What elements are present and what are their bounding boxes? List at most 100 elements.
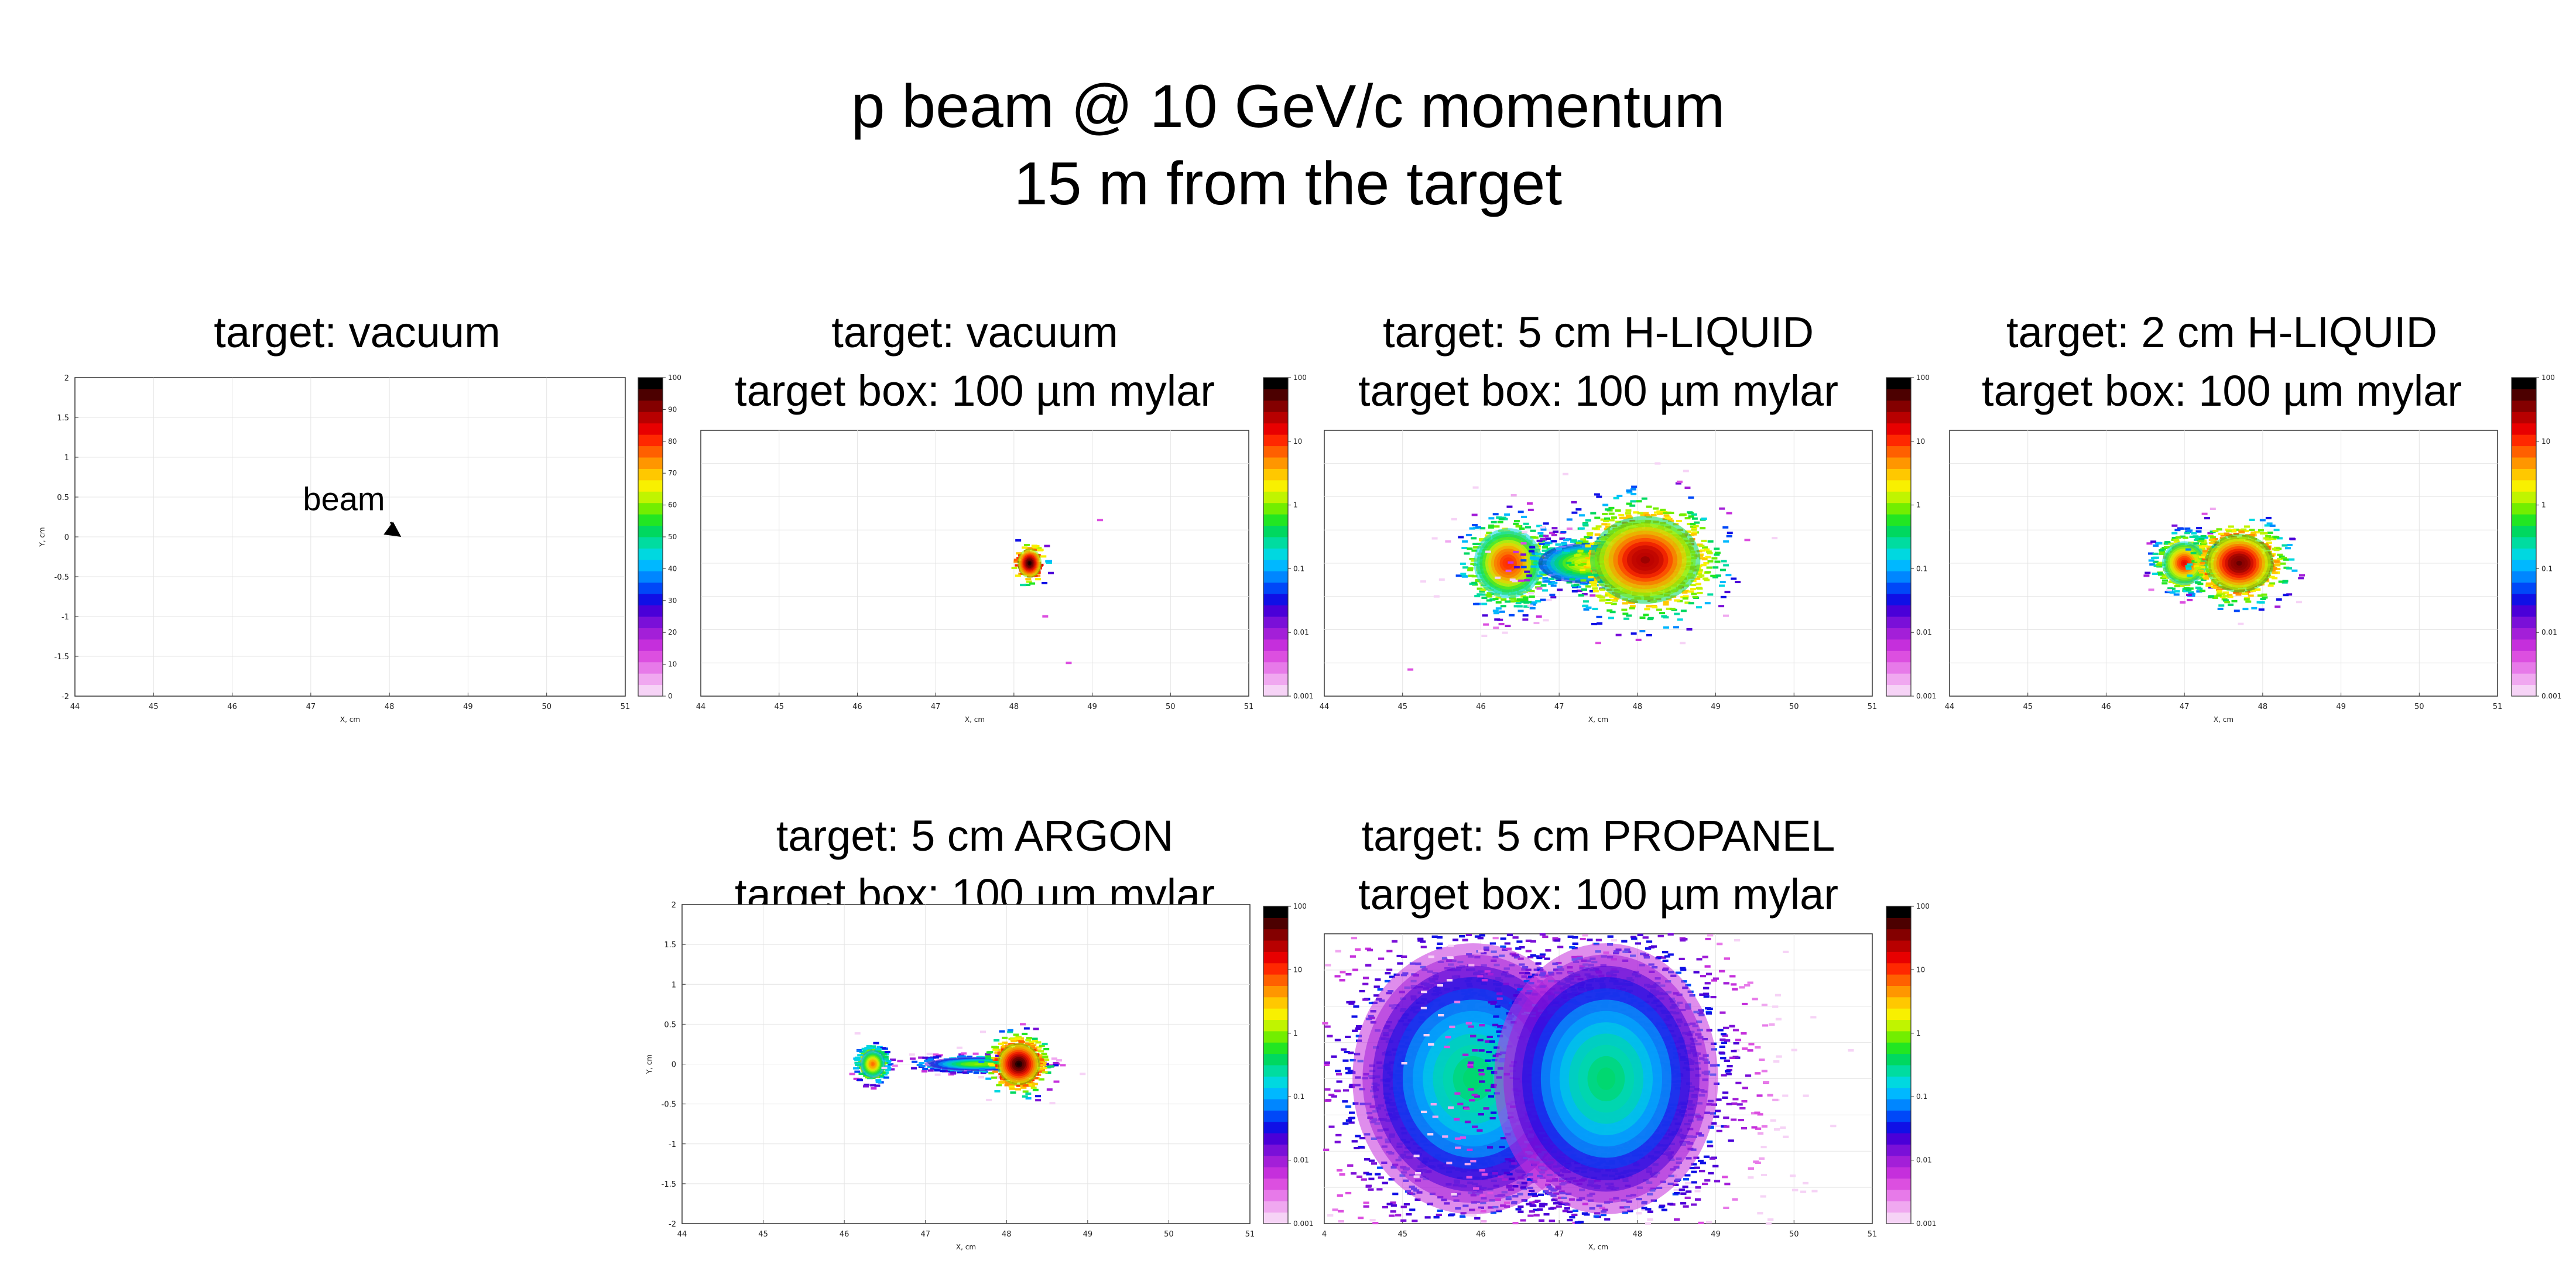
- colorbar-segment: [1886, 378, 1911, 389]
- heatmap-cell: [1520, 559, 1527, 562]
- colorbar-segment: [1263, 650, 1288, 663]
- x-tick-label: 47: [920, 1230, 930, 1239]
- heatmap-cell: [1562, 551, 1568, 554]
- heatmap-cell: [1080, 1073, 1086, 1076]
- colorbar-segment: [638, 559, 663, 571]
- heatmap-cell: [1674, 612, 1680, 615]
- heatmap-cell: [2183, 587, 2190, 590]
- heatmap-cell: [1646, 633, 1652, 636]
- heatmap-cell: [2208, 538, 2215, 541]
- heatmap-cell: [1546, 598, 1552, 601]
- colorbar-segment: [2512, 400, 2536, 412]
- heatmap-cell: [2156, 563, 2163, 566]
- heatmap-cell: [2195, 566, 2201, 569]
- heatmap-cell: [870, 1045, 876, 1048]
- heatmap-cell: [1615, 509, 1621, 512]
- heatmap-cell: [1697, 587, 1703, 590]
- colorbar-segment: [1263, 491, 1288, 504]
- heatmap-cell: [1524, 579, 1530, 582]
- heatmap-cell: [1692, 595, 1698, 598]
- heatmap-cell: [1471, 581, 1478, 584]
- heatmap-cell: [1505, 625, 1511, 628]
- heatmap-cell: [1474, 595, 1481, 598]
- colorbar-segment: [1886, 491, 1911, 504]
- x-tick-label: 44: [677, 1230, 687, 1239]
- heatmap-cell: [1533, 558, 1539, 561]
- heatmap-cell: [1460, 573, 1467, 576]
- heatmap-cell: [1629, 607, 1635, 609]
- heatmap-cell: [1599, 588, 1606, 591]
- colorbar-tick-label: 0.1: [1916, 564, 1927, 573]
- heatmap-cell: [1590, 542, 1596, 545]
- heatmap-cell: [1690, 588, 1697, 591]
- heatmap-cell: [2201, 554, 2207, 557]
- heatmap-cell: [1727, 532, 1733, 535]
- x-tick-label: 46: [227, 703, 237, 711]
- heatmap-cell: [849, 1073, 855, 1076]
- heatmap-cell: [1553, 530, 1559, 533]
- colorbar-segment: [1886, 605, 1911, 617]
- heatmap-cell: [2281, 557, 2287, 560]
- heatmap-cell: [1571, 511, 1578, 514]
- colorbar-tick-label: 50: [668, 533, 677, 541]
- heatmap-cell: [2266, 522, 2273, 525]
- y-axis-label: Y, cm: [38, 527, 46, 547]
- heatmap-cell: [927, 1059, 934, 1061]
- heatmap-cell: [871, 1046, 877, 1049]
- heatmap-cell: [1719, 507, 1725, 510]
- heatmap-cell: [2230, 529, 2236, 532]
- heatmap-cell: [2273, 529, 2280, 532]
- heatmap-cell: [2269, 524, 2276, 527]
- heatmap-cell: [1495, 607, 1502, 610]
- heatmap-cell: [986, 1098, 992, 1101]
- heatmap-cell: [2197, 587, 2203, 590]
- heatmap-cell: [2250, 531, 2257, 534]
- heatmap-cell: [1584, 566, 1590, 568]
- heatmap-cell: [1521, 515, 1527, 518]
- heatmap-cell: [2213, 585, 2219, 588]
- heatmap-cell: [1608, 512, 1615, 515]
- heatmap-cell: [1515, 525, 1522, 528]
- heatmap-cell: [972, 1052, 979, 1055]
- heatmap-cell: [1473, 546, 1479, 549]
- heatmap-cell: [2200, 536, 2206, 539]
- heatmap-cell: [1526, 502, 1533, 505]
- heatmap-cell: [1479, 593, 1486, 596]
- heatmap-cell: [918, 1056, 924, 1059]
- heatmap-cell: [1551, 581, 1558, 584]
- heatmap-cell: [1606, 609, 1613, 612]
- heatmap-cell: [876, 1046, 883, 1049]
- heatmap-cell: [1529, 590, 1535, 592]
- heatmap-cell: [2191, 532, 2197, 535]
- heatmap-cell: [1636, 500, 1642, 503]
- heatmap-cell: [1591, 623, 1597, 626]
- heatmap-cell: [1724, 591, 1731, 594]
- heatmap-cell: [1551, 527, 1558, 530]
- heatmap-cell: [1656, 510, 1663, 513]
- heatmap-cell: [2147, 552, 2154, 555]
- heatmap-cell: [2198, 537, 2205, 540]
- heatmap-cell: [2205, 545, 2212, 548]
- heatmap-cell: [1524, 570, 1530, 573]
- heatmap-cell: [1523, 522, 1529, 525]
- heatmap-cell: [2255, 588, 2261, 591]
- y-tick-label: 0: [64, 533, 69, 542]
- heatmap-cell: [2174, 585, 2180, 588]
- y-tick-label: -2: [61, 693, 69, 701]
- heatmap-cell: [1723, 614, 1729, 617]
- heatmap-cell: [1516, 598, 1523, 601]
- heatmap-cell: [2210, 536, 2216, 539]
- heatmap-cell: [1555, 543, 1561, 546]
- heatmap-cell: [2260, 598, 2266, 601]
- heatmap-cell: [1611, 602, 1617, 605]
- heatmap-cell: [1481, 602, 1488, 605]
- heatmap-cell: [2160, 576, 2167, 579]
- colorbar-segment: [1886, 525, 1911, 537]
- heatmap-cell: [885, 1065, 891, 1068]
- heatmap-cell: [2184, 532, 2191, 535]
- heatmap-cell: [2276, 598, 2282, 601]
- colorbar-segment: [1263, 457, 1288, 469]
- heatmap-cell: [1591, 584, 1598, 587]
- colorbar-segment: [2512, 491, 2536, 504]
- heatmap-cell: [2163, 546, 2170, 549]
